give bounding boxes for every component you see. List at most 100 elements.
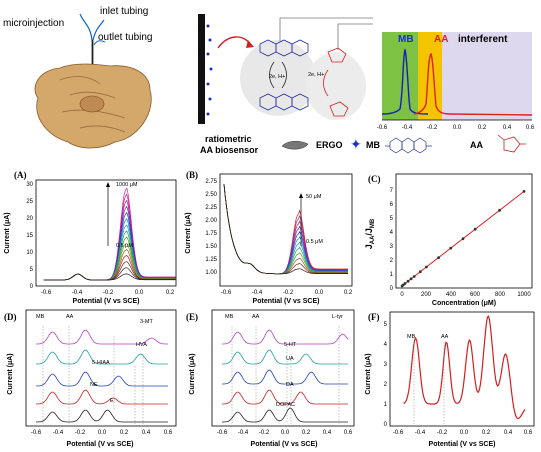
c-y-tick: 0 xyxy=(390,286,394,292)
e-x-tick: -0.2 xyxy=(259,430,270,436)
d-x-tick: -0.4 xyxy=(53,430,64,436)
d-peak-label: 5-HIAA xyxy=(92,360,110,366)
b-cv-curve xyxy=(223,183,348,275)
panel-b-ylabel: Current (μA) xyxy=(185,212,192,253)
c-data-point xyxy=(406,279,410,283)
b-x-tick: 0.2 xyxy=(344,290,353,296)
sensor-label-line1: ratiometric xyxy=(205,134,252,144)
c-data-point xyxy=(437,256,440,259)
electrode-diagram: 2e, H+ 2e, H+ xyxy=(198,14,373,124)
panel-f-curve xyxy=(403,315,526,420)
f-x-tick: -0.6 xyxy=(393,430,404,436)
aa-structure-icon xyxy=(497,134,526,153)
d-x-tick: -0.2 xyxy=(75,430,86,436)
c-data-point xyxy=(498,208,501,212)
inset-mb-curve xyxy=(381,48,429,115)
panel-d-peak-labels: MB AA 3-MT HVA 5-HIAA NE E xyxy=(36,314,153,404)
f-y-tick: 0 xyxy=(384,422,388,428)
panel-c-yticks: 0 1 2 3 4 5 6 7 xyxy=(390,188,394,292)
a-cv-curve xyxy=(43,193,176,281)
microdialysis-brain-illustration xyxy=(34,13,152,149)
b-cv-curve xyxy=(223,183,348,275)
panel-a-ann-top: 1000 μM xyxy=(116,182,138,188)
panel-e: (E) MB AA L-tyr 5-HT UA DA DOPAC -0.6 -0… xyxy=(186,309,355,448)
ergo-sheet-icon xyxy=(281,141,309,150)
panel-a-xlabel: Potential (V vs SCE) xyxy=(73,298,140,305)
panel-d-label: (D) xyxy=(4,312,17,322)
panel-b-label: (B) xyxy=(186,170,198,180)
d-x-tick: -0.6 xyxy=(31,430,42,436)
aa-reaction-label: 2e, H+ xyxy=(308,72,324,78)
e-peak-label: DA xyxy=(286,382,294,388)
a-y-tick: 15 xyxy=(26,233,33,239)
panel-b-ann-bottom: 0.5 μM xyxy=(306,239,323,245)
b-cv-curve xyxy=(223,183,348,275)
a-cv-curve xyxy=(43,242,176,281)
a-cv-curve xyxy=(43,273,176,281)
b-x-tick: -0.4 xyxy=(252,290,263,296)
c-y-tick: 2 xyxy=(390,258,394,264)
panel-d-curves xyxy=(36,329,168,423)
f-y-tick: 3 xyxy=(384,362,388,368)
b-cv-curve xyxy=(223,183,348,275)
c-data-point xyxy=(403,282,407,285)
stacked-trace xyxy=(36,389,168,405)
panel-d-xticks: -0.6 -0.4 -0.2 0.0 0.2 0.4 0.6 xyxy=(31,430,173,436)
f-y-tick: 5 xyxy=(384,322,388,328)
b-y-tick: 2.25 xyxy=(205,205,217,211)
panel-e-label: (E) xyxy=(186,312,198,322)
a-y-tick: 20 xyxy=(26,216,33,222)
d-peak-label: AA xyxy=(66,314,74,320)
c-y-tick: 5 xyxy=(390,216,394,222)
b-cv-curve xyxy=(223,183,348,275)
d-peak-label: NE xyxy=(90,382,98,388)
panel-b-curves xyxy=(223,183,348,275)
c-data-point xyxy=(449,246,453,250)
panel-a-yticks: 0 5 10 15 20 25 30 xyxy=(26,182,33,290)
panel-f-xticks: -0.6 -0.4 -0.2 0.0 0.2 0.4 0.6 xyxy=(393,430,533,436)
c-x-tick: 1000 xyxy=(517,292,531,298)
a-cv-curve xyxy=(43,224,176,281)
mb-legend-label: MB xyxy=(366,140,380,150)
panel-b-yticks: 1.00 1.25 1.50 1.75 2.00 2.25 2.50 2.75 xyxy=(205,179,217,276)
stacked-trace xyxy=(222,389,348,405)
inset-x-tick: -0.2 xyxy=(427,125,438,131)
b-x-tick: -0.6 xyxy=(221,290,232,296)
f-x-tick: -0.4 xyxy=(415,430,426,436)
b-y-tick: 2.75 xyxy=(205,179,217,185)
panel-d: (D) MB AA 3-MT HVA 5-HIAA NE E -0.6 -0.4… xyxy=(4,309,177,448)
c-y-tick: 7 xyxy=(390,188,394,194)
d-x-tick: 0.0 xyxy=(98,430,107,436)
c-x-tick: 400 xyxy=(446,292,457,298)
panel-b-ann-top: 50 μM xyxy=(306,194,322,200)
inset-x-tick: 0.4 xyxy=(503,125,512,131)
c-data-point xyxy=(425,265,428,269)
stacked-trace xyxy=(222,329,349,345)
e-x-tick: -0.4 xyxy=(238,430,249,436)
b-cv-curve xyxy=(223,183,348,275)
panel-c-marks xyxy=(400,190,526,288)
panel-f: (F) MB AA 0 1 2 3 4 5 -0.6 -0.4 -0.2 0.0… xyxy=(365,311,535,448)
c-y-tick: 4 xyxy=(390,230,394,236)
stacked-trace xyxy=(222,407,348,423)
e-peak-label: 5-HT xyxy=(284,342,297,348)
c-y-tick: 3 xyxy=(390,244,394,250)
inlet-tubing-label: inlet tubing xyxy=(100,6,149,17)
a-cv-curve xyxy=(43,230,176,281)
e-x-tick: 0.0 xyxy=(281,430,290,436)
b-cv-curve xyxy=(223,183,348,275)
f-x-tick: -0.2 xyxy=(437,430,448,436)
c-y-tick: 1 xyxy=(390,272,394,278)
stacked-trace xyxy=(222,369,348,385)
c-data-point xyxy=(461,237,465,241)
inset-x-tick: 0.2 xyxy=(478,125,487,131)
d-x-tick: 0.6 xyxy=(164,430,173,436)
e-peak-label: DOPAC xyxy=(276,402,295,408)
b-cv-curve xyxy=(223,183,348,275)
a-x-tick: 0.0 xyxy=(135,290,144,296)
inset-x-ticks: -0.6 -0.4 -0.2 0.0 0.2 0.4 0.6 xyxy=(377,125,535,131)
panel-d-xlabel: Potential (V vs SCE) xyxy=(67,441,134,448)
aa-window xyxy=(418,32,442,120)
e-x-tick: -0.6 xyxy=(217,430,228,436)
b-y-tick: 1.00 xyxy=(205,270,217,276)
